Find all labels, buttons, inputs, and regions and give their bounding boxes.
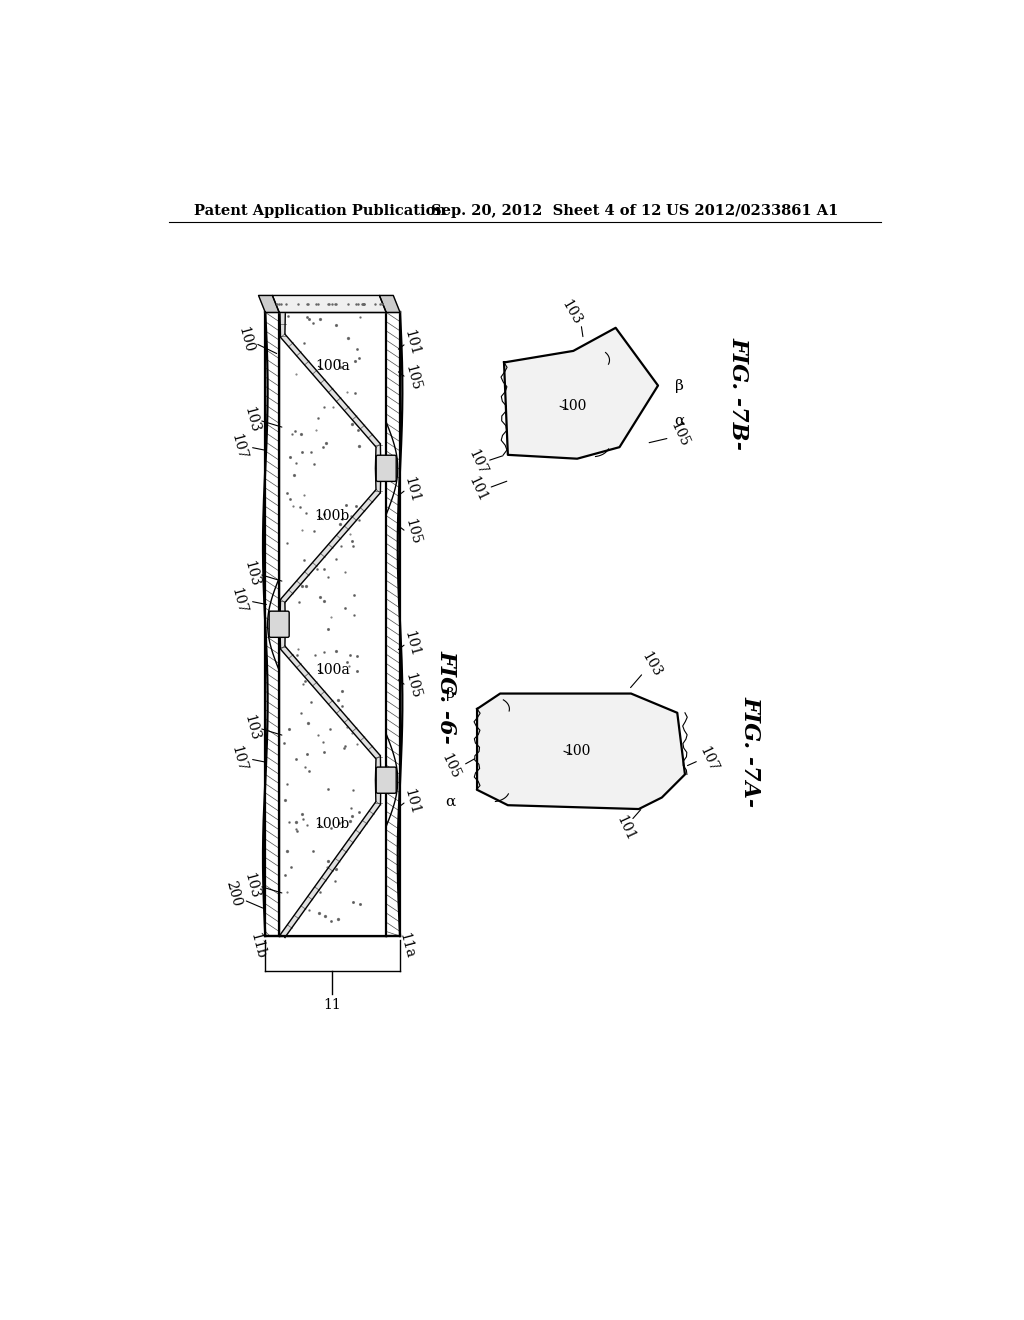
Text: 105: 105 [668, 420, 691, 449]
Text: FIG. -7A-: FIG. -7A- [739, 696, 762, 807]
Polygon shape [265, 313, 280, 936]
Text: β: β [445, 686, 455, 701]
Text: 101: 101 [401, 475, 422, 504]
Text: 107: 107 [228, 744, 249, 774]
Text: 105: 105 [438, 752, 462, 781]
Polygon shape [281, 624, 364, 780]
Text: 103: 103 [242, 714, 261, 743]
FancyBboxPatch shape [269, 611, 289, 638]
FancyBboxPatch shape [376, 455, 396, 482]
Text: 100: 100 [236, 325, 256, 354]
Text: 100: 100 [560, 400, 587, 413]
Text: 200: 200 [223, 879, 243, 908]
Text: 101: 101 [401, 329, 422, 358]
Polygon shape [380, 296, 400, 313]
Text: α: α [445, 795, 456, 808]
Text: 103: 103 [559, 297, 585, 327]
Polygon shape [386, 313, 400, 936]
Text: 11a: 11a [396, 931, 417, 960]
Polygon shape [272, 296, 386, 313]
Text: FIG. -6-: FIG. -6- [435, 651, 458, 744]
Text: 105: 105 [402, 517, 423, 546]
Text: 107: 107 [696, 744, 720, 774]
Text: 103: 103 [638, 649, 664, 680]
Polygon shape [258, 296, 280, 313]
Polygon shape [281, 780, 364, 936]
Polygon shape [281, 469, 364, 624]
FancyBboxPatch shape [376, 767, 396, 793]
Text: FIG. -7B-: FIG. -7B- [728, 337, 750, 450]
Text: 100a: 100a [315, 359, 349, 374]
Text: 101: 101 [465, 474, 489, 504]
Polygon shape [477, 693, 685, 809]
Text: 105: 105 [402, 363, 423, 392]
Text: 103: 103 [242, 560, 261, 589]
Text: Sep. 20, 2012  Sheet 4 of 12: Sep. 20, 2012 Sheet 4 of 12 [431, 203, 662, 218]
Text: 100b: 100b [314, 817, 350, 832]
Text: 107: 107 [465, 447, 489, 478]
Text: 101: 101 [401, 787, 422, 816]
Text: 11: 11 [324, 998, 341, 1012]
Text: 11b: 11b [248, 931, 268, 960]
Text: 103: 103 [242, 405, 261, 434]
Text: 101: 101 [613, 813, 638, 843]
Text: β: β [675, 379, 684, 392]
Text: 107: 107 [228, 586, 249, 615]
Text: 100: 100 [564, 744, 591, 758]
Text: 107: 107 [228, 433, 249, 462]
Text: US 2012/0233861 A1: US 2012/0233861 A1 [666, 203, 838, 218]
Text: 103: 103 [242, 871, 261, 900]
Text: 101: 101 [401, 628, 422, 659]
Polygon shape [504, 327, 658, 459]
Text: 105: 105 [402, 672, 423, 701]
Polygon shape [281, 313, 364, 469]
Text: Patent Application Publication: Patent Application Publication [194, 203, 445, 218]
Text: 100a: 100a [315, 664, 349, 677]
Polygon shape [280, 313, 381, 937]
Text: 100b: 100b [314, 510, 350, 524]
Text: α: α [675, 413, 685, 428]
